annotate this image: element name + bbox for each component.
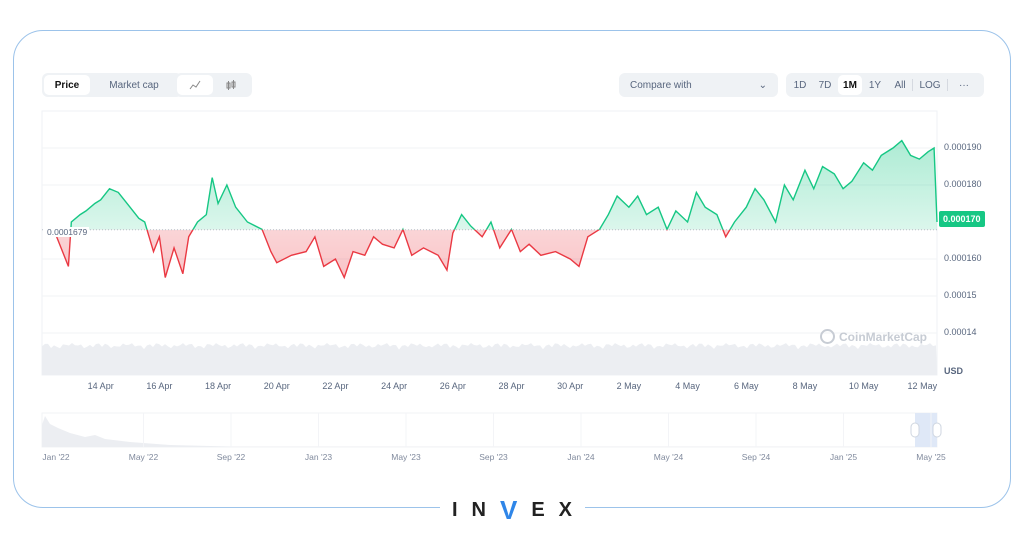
x-tick-label: 4 May — [675, 381, 700, 391]
tab-market-cap[interactable]: Market cap — [109, 79, 159, 91]
range-7d[interactable]: 7D — [818, 79, 832, 91]
baseline-label: 0.0001679 — [45, 227, 90, 237]
logo-letter: I — [451, 498, 459, 521]
y-tick-label: 0.00015 — [944, 290, 977, 300]
navigator-label: May '23 — [391, 452, 421, 462]
tab-price[interactable]: Price — [44, 75, 90, 95]
coinmarketcap-watermark: CoinMarketCap — [820, 329, 927, 344]
watermark-text: CoinMarketCap — [839, 329, 928, 344]
current-price-tag: 0.000170 — [939, 211, 985, 227]
y-tick-label: 0.000160 — [944, 253, 982, 263]
logo-letter: E — [531, 498, 546, 521]
navigator-label: Jan '23 — [304, 452, 333, 462]
invex-logo: I N V E X — [440, 494, 585, 525]
price-line-down — [53, 229, 731, 280]
navigator-label: Sep '22 — [216, 452, 246, 462]
x-tick-label: 24 Apr — [381, 381, 408, 391]
navigator-label: Sep '23 — [479, 452, 508, 462]
x-tick-label: 12 May — [907, 381, 938, 391]
x-tick-label: 2 May — [616, 381, 642, 391]
y-tick-label: 0.000180 — [944, 179, 982, 189]
cmc-logo-icon — [820, 329, 835, 344]
area-below-baseline — [53, 229, 730, 278]
chevron-down-icon: ⌄ — [758, 79, 767, 91]
price-marketcap-toggle: Price Market cap — [42, 73, 182, 97]
x-tick-label: 22 Apr — [322, 381, 349, 391]
compare-with-dropdown[interactable]: Compare with ⌄ — [619, 73, 778, 97]
more-options-button[interactable]: ··· — [959, 79, 969, 91]
currency-label: USD — [944, 366, 964, 376]
x-tick-label: 28 Apr — [498, 381, 525, 391]
line-chart-icon[interactable] — [177, 75, 213, 95]
candlestick-icon[interactable] — [213, 75, 249, 95]
compare-label: Compare with — [630, 79, 692, 91]
range-1m[interactable]: 1M — [838, 75, 862, 95]
navigator-label: Jan '22 — [42, 452, 70, 462]
range-all[interactable]: All — [894, 79, 906, 91]
range-1y[interactable]: 1Y — [868, 79, 882, 91]
y-tick-label: 0.00014 — [944, 327, 977, 337]
volume-area — [42, 343, 937, 375]
x-tick-label: 26 Apr — [439, 381, 466, 391]
navigator-label: Jan '25 — [829, 452, 858, 462]
navigator-area — [42, 416, 937, 447]
chart-type-toggle — [175, 73, 252, 97]
range-1d[interactable]: 1D — [793, 79, 807, 91]
y-tick-label: 0.000190 — [944, 142, 982, 152]
x-tick-label: 6 May — [733, 381, 759, 391]
x-tick-label: 10 May — [848, 381, 879, 391]
navigator-label: May '22 — [128, 452, 159, 462]
log-toggle[interactable]: LOG — [919, 79, 941, 91]
navigator[interactable] — [41, 412, 938, 448]
x-tick-label: 16 Apr — [146, 381, 173, 391]
navigator-handle[interactable] — [932, 422, 942, 438]
x-tick-label: 20 Apr — [263, 381, 290, 391]
navigator-label: May '25 — [916, 452, 946, 462]
x-tick-label: 18 Apr — [205, 381, 232, 391]
navigator-label: Sep '24 — [741, 452, 771, 462]
logo-letter: N — [471, 498, 487, 521]
range-selector: 1D 7D 1M 1Y All LOG ··· — [786, 73, 984, 97]
price-line-up — [53, 139, 938, 230]
navigator-handle[interactable] — [910, 422, 920, 438]
navigator-label: May '24 — [653, 452, 684, 462]
divider — [947, 79, 948, 91]
x-tick-label: 14 Apr — [87, 381, 114, 391]
logo-letter: X — [558, 498, 574, 521]
logo-letter: V — [499, 494, 519, 525]
divider — [912, 79, 913, 91]
navigator-label: Jan '24 — [567, 452, 595, 462]
x-tick-label: 30 Apr — [557, 381, 584, 391]
x-tick-label: 8 May — [792, 381, 818, 391]
